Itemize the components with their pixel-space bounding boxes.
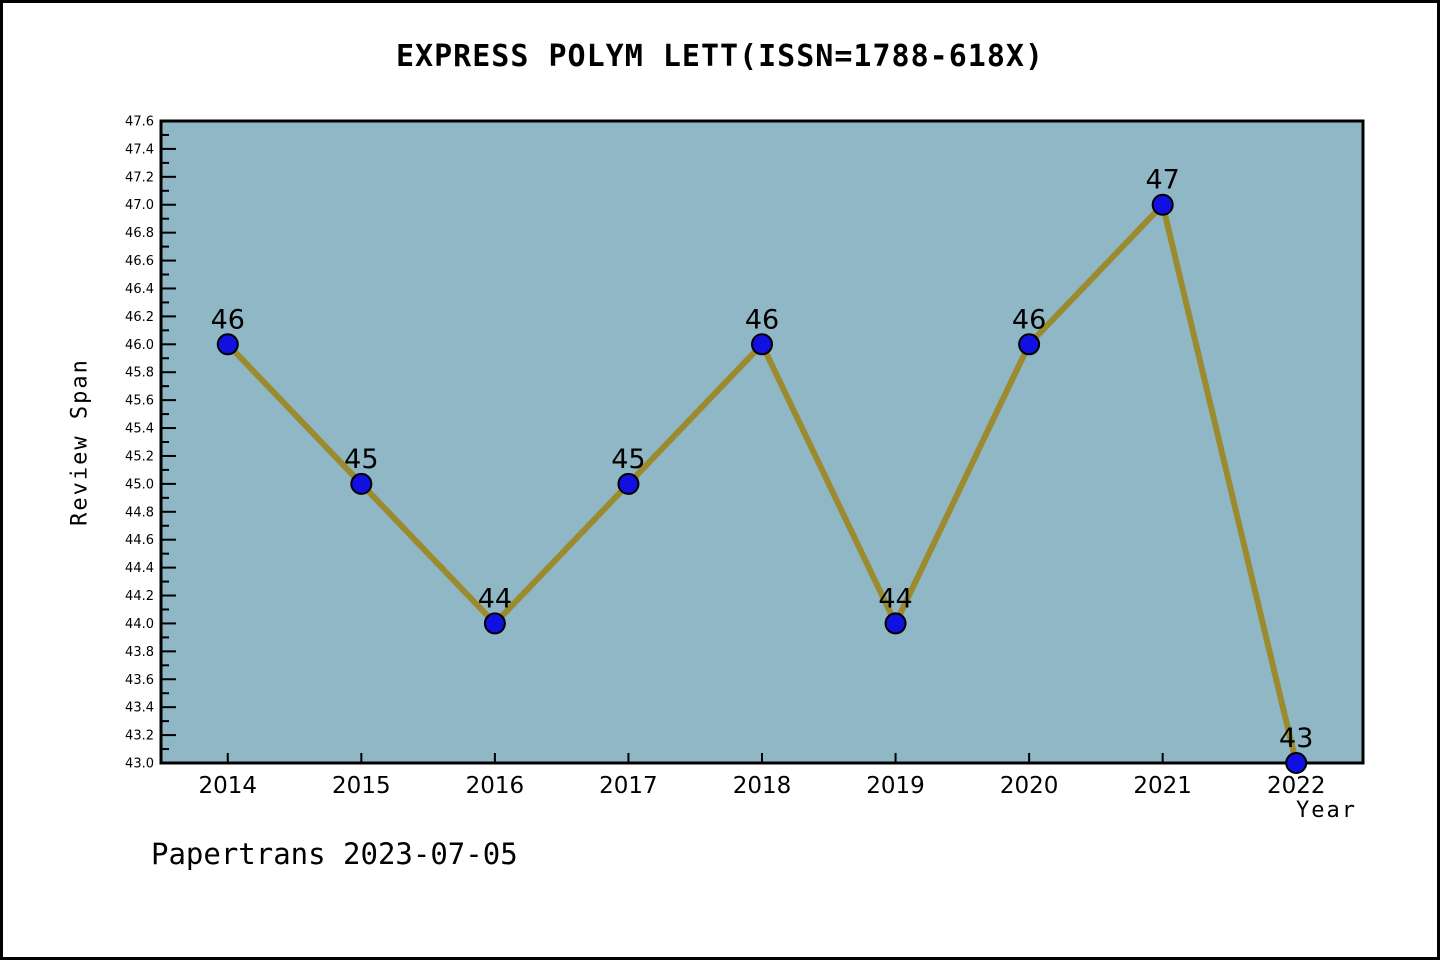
y-tick-label: 43.4 bbox=[125, 701, 154, 716]
x-tick-label: 2014 bbox=[199, 773, 258, 799]
y-tick-label: 47.0 bbox=[125, 198, 154, 213]
chart-title: EXPRESS POLYM LETT(ISSN=1788-618X) bbox=[395, 39, 1045, 74]
x-tick-label: 2019 bbox=[866, 773, 925, 799]
x-tick-label: 2016 bbox=[466, 773, 525, 799]
data-point-label: 44 bbox=[878, 583, 912, 614]
data-point-label: 45 bbox=[344, 444, 378, 475]
y-tick-label: 45.4 bbox=[125, 422, 154, 437]
y-axis-label: Review Span bbox=[67, 358, 93, 526]
data-point-label: 45 bbox=[611, 444, 645, 475]
y-tick-label: 45.0 bbox=[125, 477, 154, 492]
data-point bbox=[884, 612, 907, 635]
y-tick-label: 43.2 bbox=[125, 729, 154, 744]
x-tick-label: 2018 bbox=[733, 773, 792, 799]
y-tick-label: 44.8 bbox=[125, 505, 154, 520]
x-tick-label: 2021 bbox=[1133, 773, 1192, 799]
x-axis-label: Year bbox=[1296, 798, 1357, 823]
y-tick-label: 46.0 bbox=[125, 338, 154, 353]
plot-area: 43.0 43.2 43.4 43.6 43.8 44.0 44.2 44.4 44.6 44.8… bbox=[125, 115, 1365, 799]
data-point bbox=[1285, 752, 1308, 774]
y-tick-label: 47.4 bbox=[125, 142, 154, 157]
y-tick-label: 43.8 bbox=[125, 645, 154, 660]
y-tick-label: 45.2 bbox=[125, 449, 154, 464]
y-tick-label: 46.6 bbox=[125, 254, 154, 269]
data-point-label: 46 bbox=[745, 304, 779, 335]
data-point-label: 43 bbox=[1279, 723, 1313, 754]
plot-frame bbox=[159, 119, 1365, 765]
data-point bbox=[216, 333, 239, 356]
y-tick-label: 46.8 bbox=[125, 226, 154, 241]
data-point bbox=[751, 333, 773, 356]
x-tick-label: 2015 bbox=[332, 773, 391, 799]
data-point-label: 46 bbox=[1012, 304, 1046, 335]
data-point bbox=[1018, 333, 1041, 356]
y-tick-label: 47.2 bbox=[125, 170, 154, 185]
x-tick-label: 2020 bbox=[1000, 773, 1059, 799]
y-tick-label: 44.2 bbox=[125, 589, 154, 604]
y-tick-label: 43.6 bbox=[125, 673, 154, 688]
y-tick-label: 43.0 bbox=[125, 757, 154, 772]
y-tick-label: 44.4 bbox=[125, 561, 154, 576]
y-tick-label: 46.2 bbox=[125, 310, 154, 325]
data-point-label: 47 bbox=[1145, 165, 1179, 196]
y-tick-label: 46.4 bbox=[125, 282, 154, 297]
data-point-label: 44 bbox=[478, 583, 512, 614]
data-point-label: 46 bbox=[211, 304, 245, 335]
y-tick-label: 47.6 bbox=[125, 115, 154, 130]
y-tick-label: 45.8 bbox=[125, 366, 154, 381]
data-point bbox=[617, 472, 640, 495]
watermark-text: Papertrans 2023-07-05 bbox=[151, 837, 518, 871]
y-tick-label: 45.6 bbox=[125, 394, 154, 409]
plot-background bbox=[161, 121, 1363, 763]
y-tick-label: 44.0 bbox=[125, 617, 154, 632]
data-point bbox=[483, 612, 506, 635]
data-point bbox=[1151, 193, 1174, 216]
y-tick-label: 44.6 bbox=[125, 533, 154, 548]
x-tick-label: 2022 bbox=[1267, 773, 1326, 799]
data-point bbox=[350, 472, 373, 495]
x-tick-label: 2017 bbox=[599, 773, 658, 799]
